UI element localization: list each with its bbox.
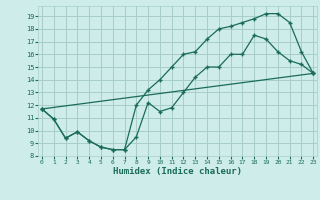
X-axis label: Humidex (Indice chaleur): Humidex (Indice chaleur) <box>113 167 242 176</box>
